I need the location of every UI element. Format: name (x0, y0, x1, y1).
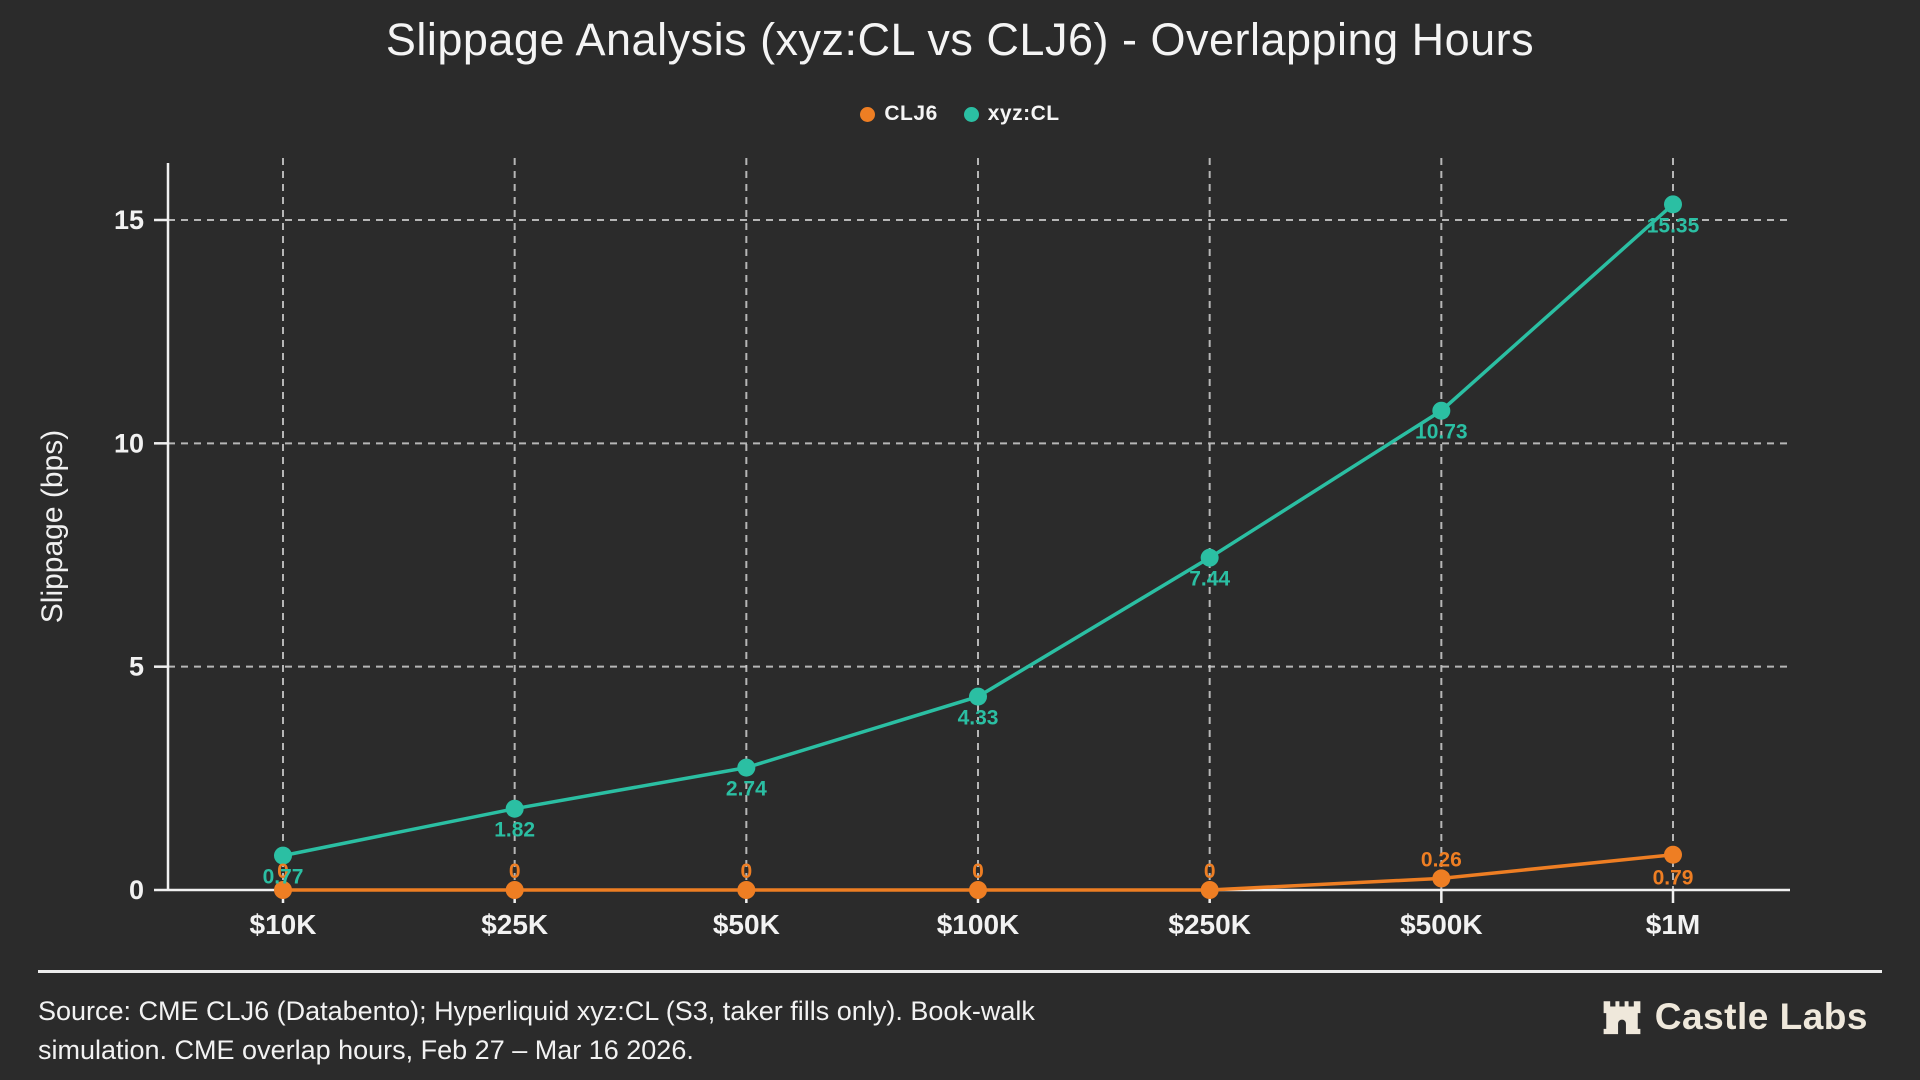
data-label-CLJ6: 0 (1204, 860, 1216, 883)
legend-dot-xyzcl (963, 106, 979, 122)
data-point-CLJ6 (1664, 845, 1682, 864)
data-point-CLJ6 (737, 881, 756, 899)
data-point-CLJ6 (274, 881, 292, 899)
data-point-xyz:CL (505, 799, 524, 818)
data-point-xyz:CL (969, 687, 987, 706)
footer-divider (38, 970, 1882, 973)
y-tick-label: 15 (114, 205, 144, 235)
data-label-CLJ6: 0.26 (1421, 848, 1462, 871)
data-label-xyz:CL: 1.82 (494, 819, 535, 842)
x-tick-label: $10K (250, 909, 317, 940)
source-line-1: Source: CME CLJ6 (Databento); Hyperliqui… (38, 996, 1035, 1026)
brand-logo: Castle Labs (1601, 996, 1868, 1038)
y-tick-label: 10 (114, 428, 144, 458)
data-point-CLJ6 (969, 881, 987, 899)
x-tick-label: $1M (1646, 909, 1700, 940)
data-label-xyz:CL: 7.44 (1189, 568, 1230, 591)
brand-name: Castle Labs (1654, 996, 1868, 1037)
x-tick-label: $100K (937, 909, 1020, 940)
data-point-xyz:CL (1432, 401, 1451, 420)
y-tick-label: 0 (129, 875, 144, 905)
data-point-CLJ6 (505, 881, 524, 899)
legend-item-clj6: CLJ6 (860, 102, 937, 126)
castle-icon (1603, 1001, 1641, 1035)
data-label-xyz:CL: 15.35 (1647, 214, 1700, 237)
source-line-2: simulation. CME overlap hours, Feb 27 – … (38, 1035, 694, 1065)
data-point-xyz:CL (1200, 548, 1219, 567)
data-label-xyz:CL: 10.73 (1415, 421, 1468, 444)
data-point-CLJ6 (1432, 869, 1451, 888)
data-point-xyz:CL (737, 758, 756, 777)
y-axis-title: Slippage (bps) (36, 430, 69, 623)
legend: CLJ6 xyz:CL (0, 102, 1920, 126)
legend-dot-clj6 (860, 106, 876, 122)
data-label-CLJ6: 0 (972, 860, 984, 883)
legend-label-clj6: CLJ6 (884, 102, 938, 125)
data-point-xyz:CL (274, 846, 292, 865)
x-tick-label: $25K (481, 909, 548, 940)
y-tick-label: 5 (129, 652, 144, 682)
data-label-CLJ6: 0 (509, 860, 521, 883)
data-point-xyz:CL (1664, 195, 1682, 214)
x-tick-label: $50K (713, 909, 780, 940)
chart-title: Slippage Analysis (xyz:CL vs CLJ6) - Ove… (385, 14, 1535, 65)
legend-label-xyzcl: xyz:CL (987, 102, 1060, 125)
data-label-CLJ6: 0 (277, 860, 289, 883)
data-point-CLJ6 (1200, 881, 1219, 899)
data-label-xyz:CL: 2.74 (726, 778, 767, 801)
x-tick-label: $250K (1168, 909, 1251, 940)
data-label-xyz:CL: 4.33 (958, 707, 999, 730)
data-label-xyz:CL: 0.77 (263, 866, 304, 889)
data-label-CLJ6: 0 (740, 860, 752, 883)
legend-item-xyzcl: xyz:CL (963, 102, 1060, 126)
data-label-CLJ6: 0.79 (1653, 867, 1694, 890)
x-tick-label: $500K (1400, 909, 1483, 940)
source-note: Source: CME CLJ6 (Databento); Hyperliqui… (38, 992, 1035, 1070)
